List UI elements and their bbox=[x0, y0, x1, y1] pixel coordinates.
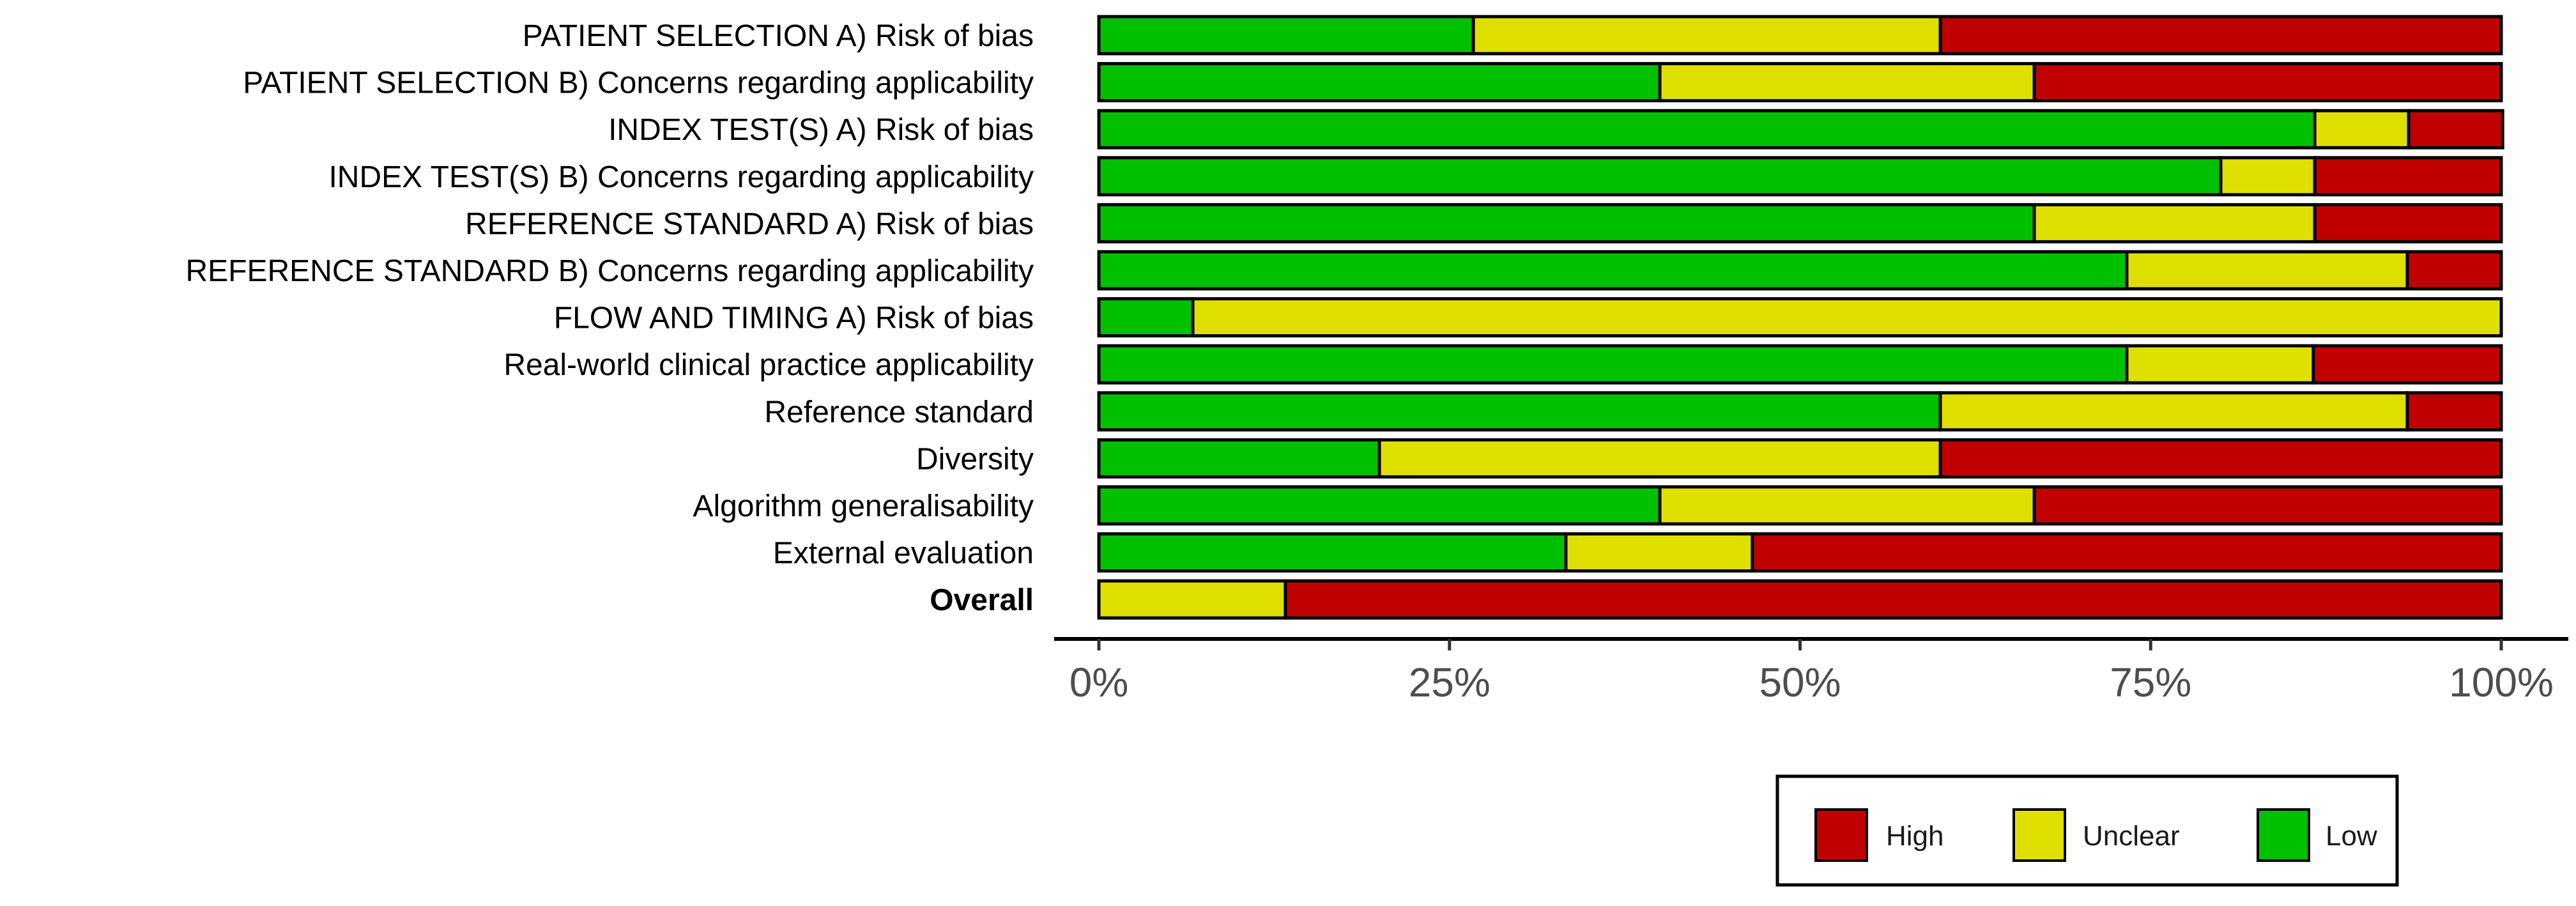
bar-segment-low bbox=[1097, 15, 1475, 56]
legend-key-unclear bbox=[2012, 808, 2066, 862]
x-tick-label: 0% bbox=[1070, 659, 1129, 705]
category-labels: PATIENT SELECTION A) Risk of bias PATIENT… bbox=[185, 19, 1034, 617]
bar-row bbox=[1097, 532, 2503, 573]
category-label: PATIENT SELECTION B) Concerns regarding … bbox=[243, 66, 1034, 100]
bar-segment-unclear bbox=[1097, 579, 1287, 620]
bar-segment-low bbox=[1097, 203, 2036, 243]
bar-row bbox=[1097, 109, 2504, 150]
x-tick-label: 25% bbox=[1409, 659, 1491, 705]
bar-segment-high bbox=[2032, 62, 2503, 103]
bar-row bbox=[1097, 250, 2503, 291]
bar-segment-high bbox=[2405, 250, 2503, 291]
bar-row bbox=[1097, 156, 2503, 197]
bar-segment-high bbox=[1938, 438, 2503, 479]
bar-segment-high bbox=[2407, 109, 2504, 150]
bar-row bbox=[1097, 579, 2503, 620]
legend-label-low: Low bbox=[2326, 820, 2377, 852]
legend: High Unclear Low bbox=[1775, 774, 2399, 887]
legend-label-high: High bbox=[1886, 820, 1944, 852]
category-label: Algorithm generalisability bbox=[693, 489, 1034, 523]
category-label: External evaluation bbox=[773, 537, 1034, 571]
x-tick-label: 100% bbox=[2449, 659, 2554, 705]
category-label: REFERENCE STANDARD A) Risk of bias bbox=[465, 207, 1034, 241]
bar-segment-low bbox=[1097, 297, 1195, 338]
bar-segment-high bbox=[1284, 579, 2503, 620]
category-label: Reference standard bbox=[764, 395, 1034, 429]
bar-segment-low bbox=[1097, 62, 1662, 103]
bar-row bbox=[1097, 62, 2503, 103]
bar-segment-low bbox=[1097, 532, 1568, 573]
bar-segment-high bbox=[2032, 485, 2503, 526]
bar-row bbox=[1097, 438, 2503, 479]
x-tick-label: 75% bbox=[2110, 659, 2191, 705]
category-label: PATIENT SELECTION A) Risk of bias bbox=[523, 19, 1034, 53]
bar-segment-unclear bbox=[2219, 156, 2317, 197]
legend-item-low: Low bbox=[2257, 808, 2377, 862]
bar-row bbox=[1097, 15, 2503, 56]
bar-row bbox=[1097, 203, 2503, 243]
bar-segment-unclear bbox=[2125, 344, 2315, 385]
bar-segment-unclear bbox=[1564, 532, 1754, 573]
bar-segment-low bbox=[1097, 109, 2317, 150]
bar-row bbox=[1097, 391, 2503, 432]
category-label: Real-world clinical practice applicabili… bbox=[503, 348, 1034, 382]
bar-segment-low bbox=[1097, 485, 1662, 526]
bar-segment-high bbox=[2313, 156, 2503, 197]
category-label: Diversity bbox=[916, 442, 1034, 476]
category-label: FLOW AND TIMING A) Risk of bias bbox=[554, 302, 1034, 335]
bar-segment-unclear bbox=[2032, 203, 2317, 243]
bar-segment-unclear bbox=[2125, 250, 2409, 291]
category-label: INDEX TEST(S) B) Concerns regarding appl… bbox=[328, 160, 1034, 194]
bar-segment-low bbox=[1097, 156, 2223, 197]
legend-key-high bbox=[1814, 808, 1868, 862]
legend-key-low bbox=[2257, 808, 2310, 862]
bar-row bbox=[1097, 344, 2503, 385]
x-tick-label: 50% bbox=[1759, 659, 1841, 705]
bar-segment-high bbox=[2312, 344, 2503, 385]
bar-segment-unclear bbox=[1658, 485, 2036, 526]
bar-segment-unclear bbox=[1377, 438, 1942, 479]
bar-segment-low bbox=[1097, 438, 1381, 479]
bars-layer bbox=[1097, 15, 2504, 620]
bar-segment-low bbox=[1097, 391, 1942, 432]
bar-segment-unclear bbox=[1938, 391, 2409, 432]
bar-segment-unclear bbox=[1471, 15, 1942, 56]
legend-label-unclear: Unclear bbox=[2083, 820, 2180, 852]
bar-segment-high bbox=[2313, 203, 2503, 243]
bar-segment-low bbox=[1097, 250, 2129, 291]
bar-row bbox=[1097, 297, 2503, 338]
legend-item-high: High bbox=[1814, 808, 1944, 862]
bar-segment-unclear bbox=[2313, 109, 2411, 150]
category-label: Overall bbox=[930, 583, 1034, 617]
bar-segment-low bbox=[1097, 344, 2129, 385]
bar-segment-high bbox=[1751, 532, 2503, 573]
bar-segment-unclear bbox=[1191, 297, 2503, 338]
bar-segment-high bbox=[1938, 15, 2503, 56]
bar-row bbox=[1097, 485, 2503, 526]
legend-item-unclear: Unclear bbox=[2012, 808, 2180, 862]
category-label: REFERENCE STANDARD B) Concerns regarding… bbox=[185, 254, 1034, 288]
bar-segment-unclear bbox=[1658, 62, 2036, 103]
category-label: INDEX TEST(S) A) Risk of bias bbox=[608, 113, 1034, 147]
x-axis: 0% 25% 50% 75% 100% bbox=[1054, 637, 2568, 705]
bar-segment-high bbox=[2405, 391, 2503, 432]
